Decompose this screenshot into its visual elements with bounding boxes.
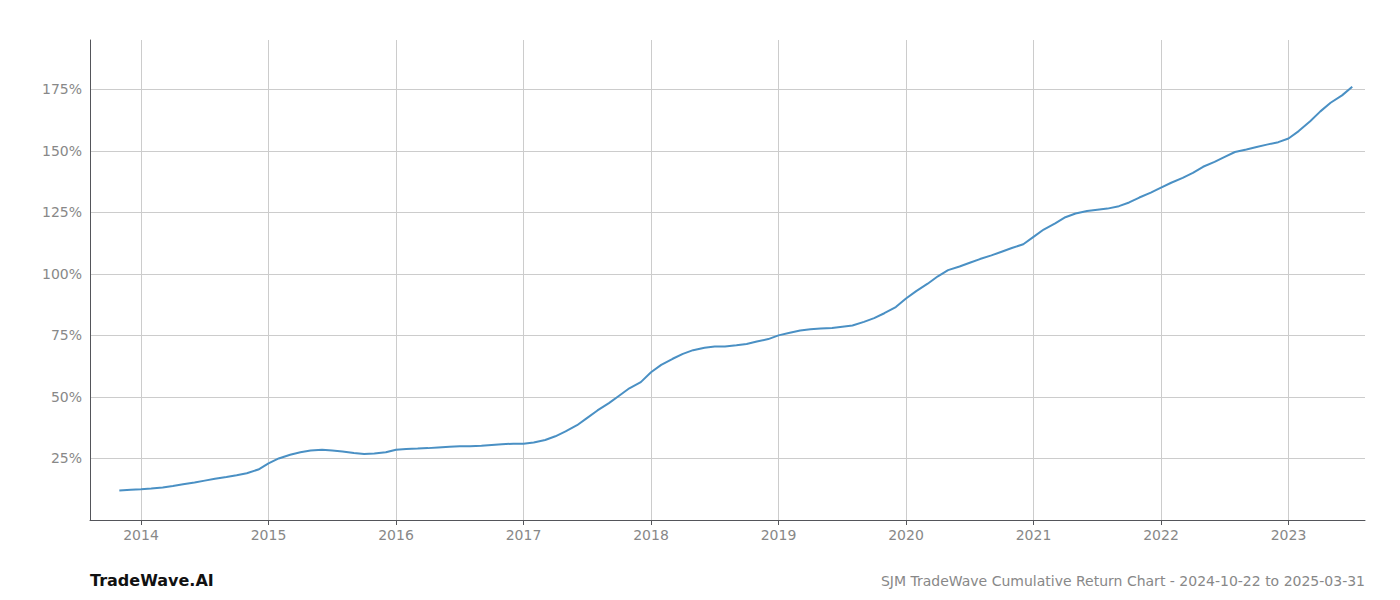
svg-text:100%: 100% — [42, 266, 82, 282]
svg-text:2014: 2014 — [123, 527, 159, 543]
svg-text:2015: 2015 — [251, 527, 287, 543]
svg-text:SJM TradeWave Cumulative Retur: SJM TradeWave Cumulative Return Chart - … — [881, 573, 1365, 589]
svg-text:2016: 2016 — [378, 527, 414, 543]
svg-text:2018: 2018 — [633, 527, 669, 543]
svg-text:2021: 2021 — [1016, 527, 1052, 543]
svg-text:150%: 150% — [42, 143, 82, 159]
svg-text:2017: 2017 — [506, 527, 542, 543]
svg-text:25%: 25% — [51, 450, 82, 466]
svg-text:2022: 2022 — [1143, 527, 1179, 543]
svg-text:50%: 50% — [51, 389, 82, 405]
svg-text:2019: 2019 — [761, 527, 797, 543]
svg-text:75%: 75% — [51, 327, 82, 343]
svg-text:175%: 175% — [42, 81, 82, 97]
svg-text:125%: 125% — [42, 204, 82, 220]
svg-text:TradeWave.AI: TradeWave.AI — [90, 571, 214, 590]
svg-text:2020: 2020 — [888, 527, 924, 543]
svg-text:2023: 2023 — [1271, 527, 1307, 543]
